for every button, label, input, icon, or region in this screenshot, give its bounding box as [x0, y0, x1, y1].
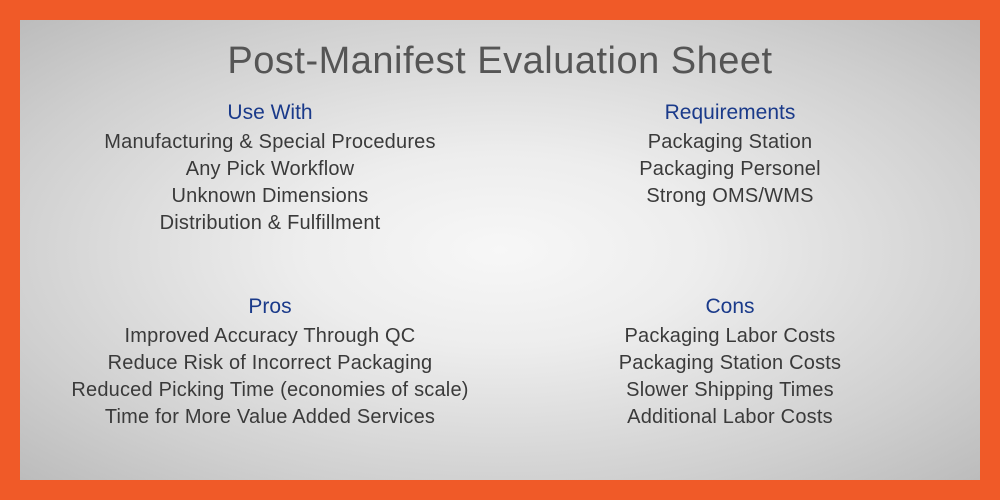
quadrant-cons: Cons Packaging Labor Costs Packaging Sta… [510, 295, 950, 461]
list-item: Unknown Dimensions [50, 183, 490, 210]
quadrant-heading: Requirements [510, 101, 950, 125]
list-item: Distribution & Fulfillment [50, 210, 490, 237]
quadrant-pros: Pros Improved Accuracy Through QC Reduce… [50, 295, 490, 461]
quadrant-use-with: Use With Manufacturing & Special Procedu… [50, 101, 490, 267]
quadrant-heading: Pros [50, 295, 490, 319]
list-item: Reduce Risk of Incorrect Packaging [50, 350, 490, 377]
quadrant-requirements: Requirements Packaging Station Packaging… [510, 101, 950, 267]
evaluation-panel: Post-Manifest Evaluation Sheet Use With … [20, 20, 980, 480]
list-item: Additional Labor Costs [510, 404, 950, 431]
list-item: Time for More Value Added Services [50, 404, 490, 431]
list-item: Packaging Labor Costs [510, 323, 950, 350]
list-item: Any Pick Workflow [50, 156, 490, 183]
quadrant-heading: Use With [50, 101, 490, 125]
list-item: Strong OMS/WMS [510, 183, 950, 210]
quadrant-heading: Cons [510, 295, 950, 319]
list-item: Packaging Station Costs [510, 350, 950, 377]
page-title: Post-Manifest Evaluation Sheet [50, 40, 950, 83]
list-item: Improved Accuracy Through QC [50, 323, 490, 350]
list-item: Packaging Personel [510, 156, 950, 183]
quadrant-grid: Use With Manufacturing & Special Procedu… [50, 101, 950, 460]
list-item: Reduced Picking Time (economies of scale… [50, 377, 490, 404]
list-item: Packaging Station [510, 129, 950, 156]
list-item: Manufacturing & Special Procedures [50, 129, 490, 156]
list-item: Slower Shipping Times [510, 377, 950, 404]
